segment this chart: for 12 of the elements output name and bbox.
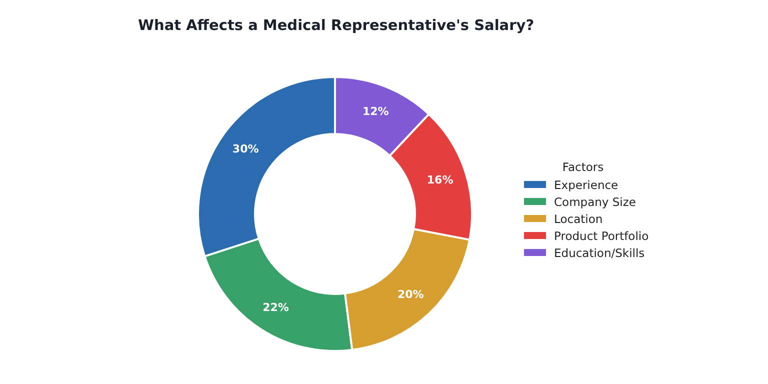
data-label: 12% [362,104,389,118]
legend-label: Experience [554,178,618,192]
legend-label: Product Portfolio [554,229,649,243]
data-label: 20% [397,288,424,302]
data-label: 30% [232,142,259,156]
chart-title: What Affects a Medical Representative's Salary? [138,18,534,34]
legend-title: Factors [562,160,604,174]
legend-label: Education/Skills [554,246,645,260]
data-label: 16% [426,173,454,186]
legend-label: Location [554,212,603,226]
data-label: 22% [262,300,289,314]
legend-label: Company Size [554,195,636,209]
